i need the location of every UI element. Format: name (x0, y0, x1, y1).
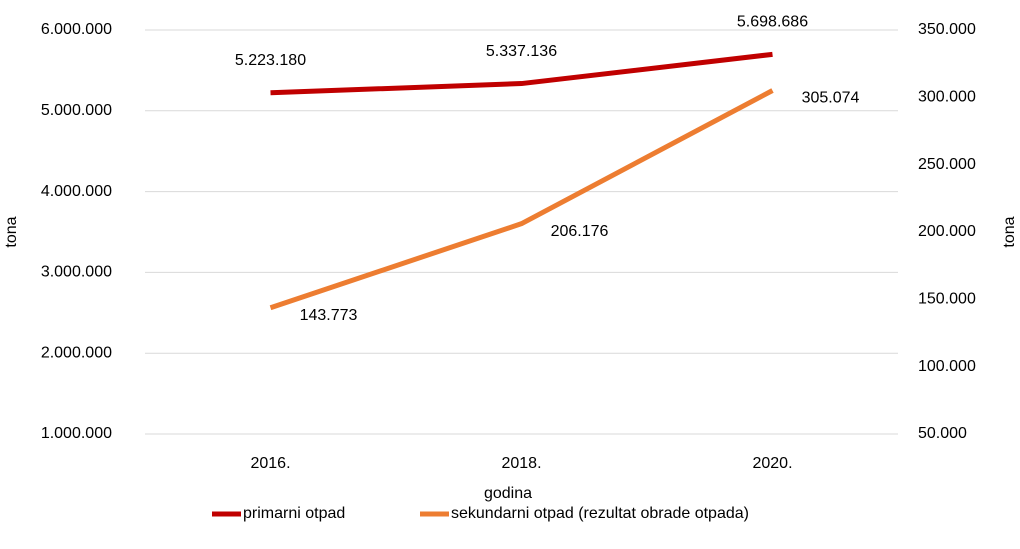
data-label: 143.773 (300, 307, 358, 324)
y2-tick-label: 100.000 (918, 358, 976, 375)
y2-axis-label: tona (1001, 216, 1018, 247)
legend-label: sekundarni otpad (rezultat obrade otpada… (451, 505, 749, 522)
line-series (270, 51, 773, 96)
x-tick-label: 2020. (752, 455, 792, 472)
data-label: 5.698.686 (737, 14, 808, 31)
data-label: 206.176 (551, 223, 609, 240)
y2-tick-label: 250.000 (918, 156, 976, 173)
y2-tick-label: 50.000 (918, 425, 967, 442)
y-tick-label: 3.000.000 (41, 264, 112, 281)
y-tick-label: 4.000.000 (41, 183, 112, 200)
y2-tick-label: 200.000 (918, 223, 976, 240)
y2-tick-label: 350.000 (918, 21, 976, 38)
x-tick-label: 2016. (250, 455, 290, 472)
x-axis-label: godina (484, 485, 532, 502)
data-label: 305.074 (802, 90, 860, 107)
line-series (269, 88, 774, 311)
y2-tick-label: 150.000 (918, 291, 976, 308)
y-tick-label: 6.000.000 (41, 21, 112, 38)
data-label: 5.223.180 (235, 52, 306, 69)
y-axis-label: tona (3, 216, 20, 247)
y-tick-label: 5.000.000 (41, 102, 112, 119)
y-tick-label: 2.000.000 (41, 344, 112, 361)
y-tick-label: 1.000.000 (41, 425, 112, 442)
data-label: 5.337.136 (486, 43, 557, 60)
y2-tick-label: 300.000 (918, 89, 976, 106)
x-tick-label: 2018. (501, 455, 541, 472)
legend-label: primarni otpad (243, 505, 345, 522)
